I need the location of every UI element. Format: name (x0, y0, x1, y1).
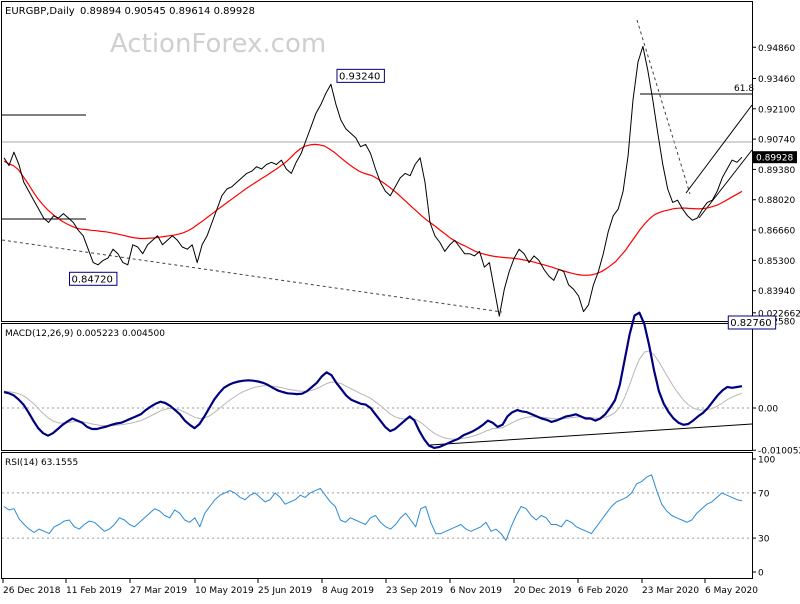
x-axis-tick-label: 11 Feb 2019 (66, 586, 122, 596)
price-axis-tick-label: 0.88020 (758, 196, 795, 206)
current-price-box (753, 151, 797, 164)
rsi-axis-tick-label: 70 (758, 489, 770, 499)
x-axis-tick-label: 27 Mar 2019 (130, 586, 187, 596)
x-axis-tick-label: 20 Dec 2019 (514, 586, 572, 596)
price-annotation-label: 0.93240 (339, 71, 380, 82)
price-axis-tick-label: 0.82580 (758, 318, 795, 328)
price-annotation-label: 0.84720 (72, 274, 113, 285)
x-axis-tick-label: 6 Feb 2020 (578, 586, 629, 596)
price-annotation-box (336, 68, 385, 83)
price-annotation-label: 0.82760 (730, 318, 771, 329)
current-price-label: 0.89928 (756, 154, 793, 164)
channel-upper (685, 104, 753, 194)
price-panel (1, 1, 753, 322)
channel-lower (698, 149, 753, 219)
macd-axis-tick-label: -0.010052 (758, 447, 800, 457)
macd-signal-line (3, 350, 743, 440)
x-axis-tick-label: 8 Aug 2019 (322, 586, 374, 596)
x-axis-tick-label: 6 Nov 2019 (450, 586, 502, 596)
rsi-title: RSI(14) 63.1555 (5, 458, 78, 468)
chart-symbol: EURGBP,Daily (5, 6, 75, 17)
price-annotation-box (69, 271, 118, 286)
fib-618-label: 61.8 (734, 84, 754, 94)
x-axis-tick-label: 6 May 2020 (705, 586, 758, 596)
price-line (3, 45, 743, 317)
long-term-trendline (1, 239, 503, 313)
price-axis-tick-label: 0.89380 (758, 166, 795, 176)
price-axis-tick-label: 0.94860 (758, 44, 795, 54)
price-annotation-box (727, 315, 777, 330)
watermark: ActionForex.com (110, 29, 326, 59)
macd-panel (1, 323, 753, 451)
price-axis-tick-label: 0.86660 (758, 227, 795, 237)
price-axis-tick-label: 0.92100 (758, 105, 795, 115)
price-axis-tick-label: 0.85300 (758, 257, 795, 267)
x-axis-tick-label: 23 Mar 2020 (642, 586, 699, 596)
x-axis-tick-label: 26 Dec 2018 (3, 586, 61, 596)
fall-projection-line (636, 19, 691, 195)
x-axis-tick-label: 25 Jun 2019 (258, 586, 312, 596)
rsi-axis-tick-label: 100 (758, 456, 775, 466)
rsi-axis-tick-label: 0 (758, 569, 764, 579)
price-axis-tick-label: 0.90740 (758, 136, 795, 146)
macd-trendline (429, 423, 753, 446)
ohlc-readout: 0.89894 0.90545 0.89614 0.89928 (80, 6, 255, 17)
rsi-line (3, 474, 743, 541)
x-axis-tick-label: 10 May 2019 (195, 586, 254, 596)
moving-average-line (3, 143, 743, 276)
macd-axis-tick-label: 0.022662 (758, 309, 800, 319)
rsi-axis-tick-label: 30 (758, 535, 770, 545)
macd-axis-tick-label: 0.00 (758, 405, 778, 415)
macd-line (3, 311, 743, 449)
x-axis-tick-label: 23 Sep 2019 (386, 586, 443, 596)
rsi-panel (1, 452, 753, 579)
macd-title: MACD(12,26,9) 0.005223 0.004500 (5, 329, 165, 339)
price-axis-tick-label: 0.83940 (758, 287, 795, 297)
price-axis-tick-label: 0.93460 (758, 75, 795, 85)
